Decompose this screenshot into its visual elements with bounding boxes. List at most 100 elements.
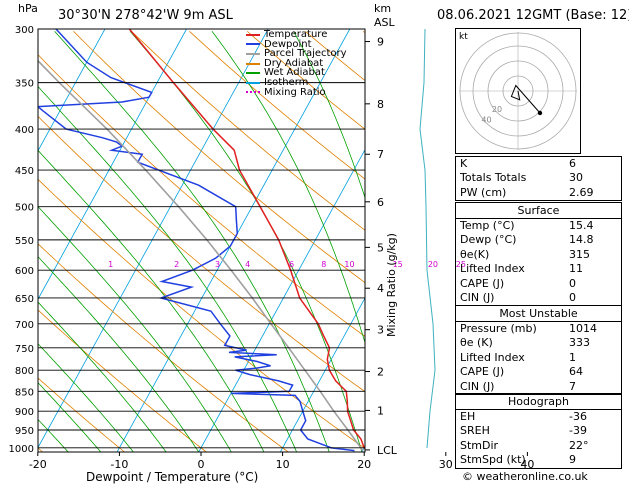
row-label: K xyxy=(460,157,468,170)
table-title: Hodograph xyxy=(508,395,569,408)
table-row: θe(K) 315 xyxy=(456,248,621,262)
row-label: Temp (°C) xyxy=(460,219,515,232)
pressure-tick-label: 850 xyxy=(15,387,34,398)
table-title: Surface xyxy=(517,204,560,217)
asl-label: ASL xyxy=(374,16,395,29)
km-tick-label: 1 xyxy=(377,404,384,417)
pressure-tick-label: 600 xyxy=(15,266,34,277)
row-value: 64 xyxy=(569,365,583,379)
dewpoint-line xyxy=(38,29,355,452)
row-label: StmDir xyxy=(460,438,499,452)
row-value: 7 xyxy=(569,379,576,393)
x-axis-label: Dewpoint / Temperature (°C) xyxy=(86,470,259,484)
hodograph-table: Hodograph EH -36 SREH -39 StmDir 22° StmSpd (kt… xyxy=(455,393,622,469)
legend-label: Wet Adiabat xyxy=(264,67,325,79)
plot-area xyxy=(0,29,365,452)
hodograph-ring-label: 40 xyxy=(481,116,491,125)
legend-item: Temperature xyxy=(246,30,386,40)
x-tick-label: 0 xyxy=(198,458,205,471)
km-tick-label: 4 xyxy=(377,282,384,295)
hpa-label: hPa xyxy=(18,2,38,15)
row-value: 6 xyxy=(569,157,576,170)
pressure-tick-label: 700 xyxy=(15,320,34,331)
wet-adiabat xyxy=(38,301,167,452)
x-tick-label: -20 xyxy=(29,458,47,471)
mixing-ratio-label: 4 xyxy=(245,260,250,269)
hodograph-ring-label: 20 xyxy=(492,105,502,114)
table-row: Pressure (mb) 1014 xyxy=(456,322,621,336)
row-label: Dewp (°C) xyxy=(460,233,517,247)
row-value: 9 xyxy=(569,453,576,467)
mixing-ratio-label: 20 xyxy=(428,260,438,269)
dry-adiabat xyxy=(131,31,365,231)
pressure-tick-label: 900 xyxy=(15,407,34,418)
km-tick-label: 6 xyxy=(377,196,384,209)
km-tick-label: 2 xyxy=(377,366,384,379)
row-value: 15.4 xyxy=(569,219,594,232)
table-row: Lifted Index 1 xyxy=(456,351,621,365)
km-tick-label: 5 xyxy=(377,241,384,254)
isotherm xyxy=(38,29,187,300)
mixing-ratio-line xyxy=(3,271,11,452)
mixing-ratio-label: 10 xyxy=(344,260,354,269)
legend-label: Isotherm xyxy=(264,76,309,88)
row-label: SREH xyxy=(460,424,490,438)
mixing-ratio-label: 25 xyxy=(456,260,466,269)
table-row: CIN (J) 0 xyxy=(456,291,621,305)
mixing-ratio-line xyxy=(0,271,1,452)
pressure-tick-label: 1000 xyxy=(9,444,34,455)
row-label: EH xyxy=(460,410,476,423)
table-row: Lifted Index 11 xyxy=(456,262,621,276)
pressure-tick-label: 400 xyxy=(15,125,34,136)
dry-adiabat xyxy=(38,115,365,393)
table-row: CAPE (J) 64 xyxy=(456,365,621,379)
table-row: PW (cm) 2.69 xyxy=(456,186,621,200)
copyright: © weatheronline.co.uk xyxy=(462,470,588,483)
legend-item: Wet Adiabat xyxy=(246,68,386,78)
wet-adiabat xyxy=(211,31,365,345)
legend-swatch xyxy=(246,91,260,94)
legend-label: Temperature xyxy=(264,29,328,40)
km-tick-label: 9 xyxy=(377,36,384,49)
x-tick-label: 10 xyxy=(276,458,290,471)
pressure-tick-label: 500 xyxy=(15,203,34,214)
mixing-ratio-label: 3 xyxy=(215,260,220,269)
wet-adiabat xyxy=(38,418,69,452)
hodograph-kt-label: kt xyxy=(459,32,468,42)
row-label: CIN (J) xyxy=(460,290,495,304)
table-row: θe (K) 333 xyxy=(456,336,621,350)
surface-table: Surface Temp (°C) 15.4 Dewp (°C) 14.8 θe(K) 31… xyxy=(455,202,622,307)
wet-adiabat xyxy=(38,85,297,452)
isotherm xyxy=(38,29,106,152)
pressure-tick-label: 350 xyxy=(15,79,34,90)
row-label: CAPE (J) xyxy=(460,276,505,290)
row-value: 0 xyxy=(569,276,576,290)
location-title: 30°30'N 278°42'W 9m ASL xyxy=(58,8,233,23)
legend-item: Mixing Ratio xyxy=(246,87,386,98)
table-row: CAPE (J) 0 xyxy=(456,277,621,291)
pressure-tick-label: 450 xyxy=(15,166,34,177)
row-label: Pressure (mb) xyxy=(460,322,537,335)
row-label: CIN (J) xyxy=(460,379,495,393)
table-row: CIN (J) 7 xyxy=(456,380,621,394)
legend: Temperature Dewpoint Parcel Trajectory Dry … xyxy=(246,30,386,97)
table-row: StmDir 22° xyxy=(456,439,621,453)
wet-adiabat xyxy=(38,256,200,452)
km-tick-label: 3 xyxy=(377,324,384,337)
km-tick-label: LCL xyxy=(377,444,398,457)
wet-adiabat xyxy=(54,31,330,452)
dry-adiabat xyxy=(38,377,125,452)
mixing-ratio-label: 6 xyxy=(289,260,294,269)
wet-adiabat xyxy=(129,31,363,452)
row-label: StmSpd (kt) xyxy=(460,453,526,467)
storm-motion-marker xyxy=(537,110,543,116)
legend-swatch xyxy=(246,43,260,46)
km-tick-label: 8 xyxy=(377,98,384,111)
pressure-tick-label: 650 xyxy=(15,294,34,305)
row-value: -36 xyxy=(569,410,587,423)
table-row: StmSpd (kt) 9 xyxy=(456,453,621,467)
table-row: Totals Totals 30 xyxy=(456,171,621,185)
row-label: Totals Totals xyxy=(460,171,527,185)
